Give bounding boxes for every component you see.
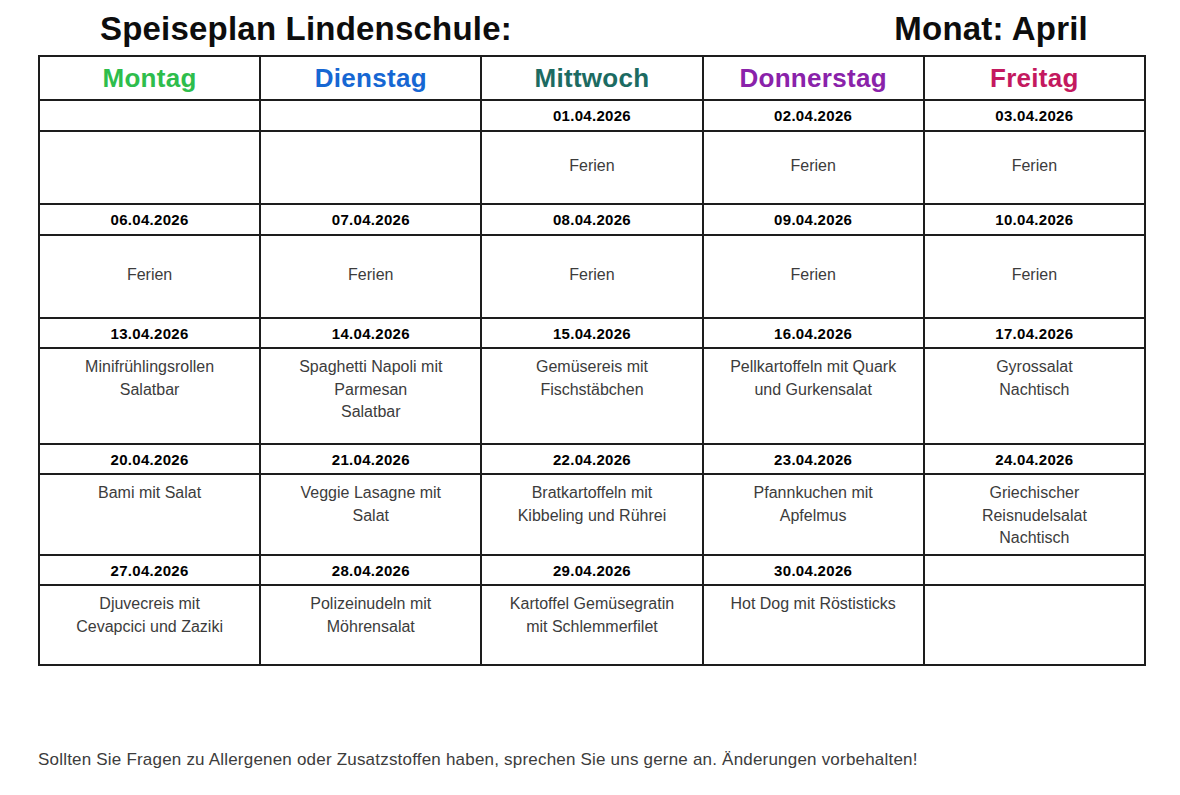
meal-table-body: 01.04.202602.04.202603.04.2026FerienFeri… bbox=[39, 100, 1145, 665]
meal-cell: Djuvecreis mit Cevapcici und Zaziki bbox=[39, 585, 260, 665]
date-cell: 23.04.2026 bbox=[703, 444, 924, 474]
mealplan-page: Speiseplan Lindenschule: Monat: April Mo… bbox=[0, 0, 1180, 795]
date-cell: 21.04.2026 bbox=[260, 444, 481, 474]
date-cell: 28.04.2026 bbox=[260, 555, 481, 585]
date-row: 01.04.202602.04.202603.04.2026 bbox=[39, 100, 1145, 131]
meal-cell: Ferien bbox=[703, 235, 924, 318]
date-row: 27.04.202628.04.202629.04.202630.04.2026 bbox=[39, 555, 1145, 585]
day-header-mittwoch: Mittwoch bbox=[481, 56, 702, 100]
date-row: 13.04.202614.04.202615.04.202616.04.2026… bbox=[39, 318, 1145, 348]
date-cell: 24.04.2026 bbox=[924, 444, 1145, 474]
meal-row: FerienFerienFerien bbox=[39, 131, 1145, 204]
date-cell: 17.04.2026 bbox=[924, 318, 1145, 348]
allergen-note: Sollten Sie Fragen zu Allergenen oder Zu… bbox=[38, 750, 918, 770]
meal-cell: Ferien bbox=[260, 235, 481, 318]
date-cell: 15.04.2026 bbox=[481, 318, 702, 348]
day-header-montag: Montag bbox=[39, 56, 260, 100]
meal-cell bbox=[39, 131, 260, 204]
date-cell: 22.04.2026 bbox=[481, 444, 702, 474]
meal-cell: Gyrossalat Nachtisch bbox=[924, 348, 1145, 444]
date-cell: 29.04.2026 bbox=[481, 555, 702, 585]
date-cell: 13.04.2026 bbox=[39, 318, 260, 348]
meal-cell: Ferien bbox=[481, 131, 702, 204]
date-cell: 16.04.2026 bbox=[703, 318, 924, 348]
meal-cell: Pfannkuchen mit Apfelmus bbox=[703, 474, 924, 555]
date-cell: 30.04.2026 bbox=[703, 555, 924, 585]
title-school: Speiseplan Lindenschule: bbox=[100, 10, 512, 48]
meal-cell: Polizeinudeln mit Möhrensalat bbox=[260, 585, 481, 665]
day-header-dienstag: Dienstag bbox=[260, 56, 481, 100]
meal-row: Minifrühlingsrollen SalatbarSpaghetti Na… bbox=[39, 348, 1145, 444]
meal-cell: Kartoffel Gemüsegratin mit Schlemmerfile… bbox=[481, 585, 702, 665]
meal-row: Djuvecreis mit Cevapcici und ZazikiPoliz… bbox=[39, 585, 1145, 665]
day-header-freitag: Freitag bbox=[924, 56, 1145, 100]
date-cell: 09.04.2026 bbox=[703, 204, 924, 235]
page-title: Speiseplan Lindenschule: Monat: April bbox=[0, 0, 1180, 55]
meal-cell: Gemüsereis mit Fischstäbchen bbox=[481, 348, 702, 444]
date-cell: 06.04.2026 bbox=[39, 204, 260, 235]
meal-cell: Griechischer Reisnudelsalat Nachtisch bbox=[924, 474, 1145, 555]
mealplan-table: Montag Dienstag Mittwoch Donnerstag Frei… bbox=[38, 55, 1146, 666]
date-cell bbox=[260, 100, 481, 131]
date-cell bbox=[39, 100, 260, 131]
meal-cell: Ferien bbox=[924, 131, 1145, 204]
title-month: Monat: April bbox=[894, 10, 1088, 48]
date-cell: 08.04.2026 bbox=[481, 204, 702, 235]
day-header-donnerstag: Donnerstag bbox=[703, 56, 924, 100]
meal-cell: Ferien bbox=[924, 235, 1145, 318]
date-cell bbox=[924, 555, 1145, 585]
meal-cell: Ferien bbox=[39, 235, 260, 318]
meal-cell: Ferien bbox=[481, 235, 702, 318]
weekday-header-row: Montag Dienstag Mittwoch Donnerstag Frei… bbox=[39, 56, 1145, 100]
meal-cell: Hot Dog mit Röstisticks bbox=[703, 585, 924, 665]
meal-cell: Spaghetti Napoli mit Parmesan Salatbar bbox=[260, 348, 481, 444]
meal-cell: Bami mit Salat bbox=[39, 474, 260, 555]
meal-cell bbox=[924, 585, 1145, 665]
meal-cell bbox=[260, 131, 481, 204]
date-cell: 27.04.2026 bbox=[39, 555, 260, 585]
date-cell: 14.04.2026 bbox=[260, 318, 481, 348]
meal-row: Bami mit SalatVeggie Lasagne mit SalatBr… bbox=[39, 474, 1145, 555]
date-cell: 20.04.2026 bbox=[39, 444, 260, 474]
meal-cell: Pellkartoffeln mit Quark und Gurkensalat bbox=[703, 348, 924, 444]
date-cell: 10.04.2026 bbox=[924, 204, 1145, 235]
meal-cell: Bratkartoffeln mit Kibbeling und Rührei bbox=[481, 474, 702, 555]
date-row: 06.04.202607.04.202608.04.202609.04.2026… bbox=[39, 204, 1145, 235]
date-cell: 01.04.2026 bbox=[481, 100, 702, 131]
date-row: 20.04.202621.04.202622.04.202623.04.2026… bbox=[39, 444, 1145, 474]
date-cell: 07.04.2026 bbox=[260, 204, 481, 235]
date-cell: 02.04.2026 bbox=[703, 100, 924, 131]
meal-cell: Ferien bbox=[703, 131, 924, 204]
meal-cell: Veggie Lasagne mit Salat bbox=[260, 474, 481, 555]
meal-cell: Minifrühlingsrollen Salatbar bbox=[39, 348, 260, 444]
date-cell: 03.04.2026 bbox=[924, 100, 1145, 131]
meal-row: FerienFerienFerienFerienFerien bbox=[39, 235, 1145, 318]
